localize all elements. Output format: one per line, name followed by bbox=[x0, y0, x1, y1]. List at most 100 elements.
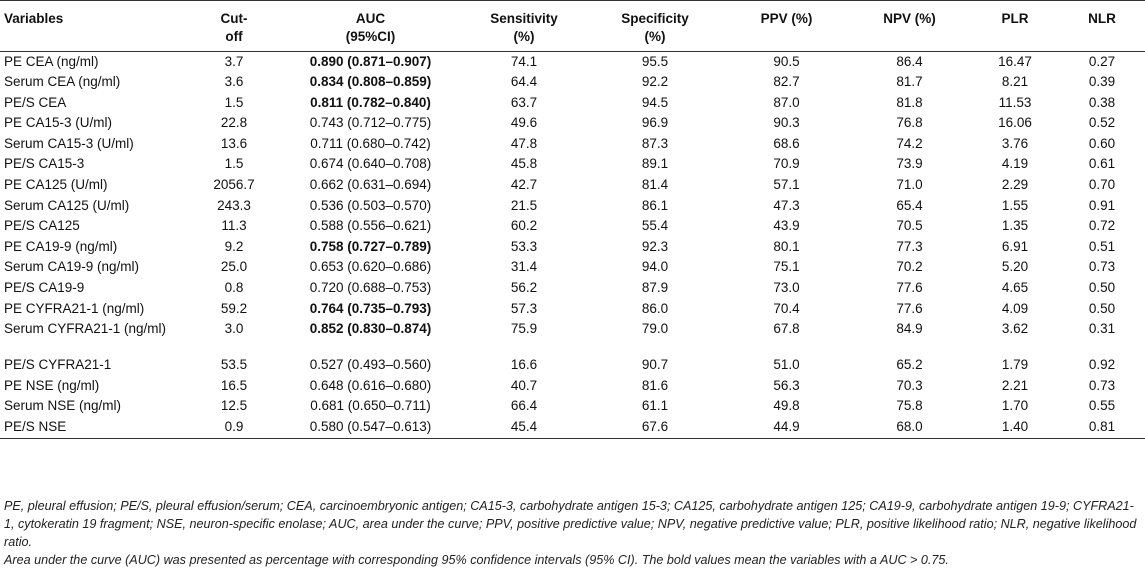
ppv-cell: 43.9 bbox=[773, 218, 800, 234]
sensitivity-cell: 64.4 bbox=[510, 74, 538, 90]
plr-cell: 1.79 bbox=[1001, 357, 1029, 373]
cutoff-cell: 9.2 bbox=[224, 238, 244, 254]
cutoff-cell: 13.6 bbox=[220, 135, 248, 151]
variable-cell: PE/S CA19-9 bbox=[4, 280, 85, 296]
nlr-cell: 0.27 bbox=[1088, 54, 1116, 69]
npv-cell: 70.3 bbox=[896, 377, 923, 393]
table-row: PE NSE (ng/ml) 16.5 0.648 (0.616–0.680) 40.… bbox=[0, 376, 1145, 397]
cutoff-cell: 11.3 bbox=[221, 218, 247, 234]
cutoff-cell: 1.5 bbox=[224, 94, 244, 110]
npv-cell: 77.6 bbox=[896, 300, 923, 316]
table-body: PE CEA (ng/ml) 3.7 0.890 (0.871–0.907) 74.1… bbox=[0, 52, 1145, 439]
nlr-cell: 0.31 bbox=[1088, 321, 1116, 337]
auc-cell: 0.764 (0.735–0.793) bbox=[309, 300, 432, 316]
cutoff-cell: 59.2 bbox=[220, 300, 248, 316]
sensitivity-cell: 49.6 bbox=[510, 115, 538, 131]
specificity-cell: 90.7 bbox=[641, 357, 669, 373]
variable-cell: PE/S CA15-3 bbox=[4, 156, 85, 172]
sensitivity-cell: 75.9 bbox=[510, 321, 538, 337]
nlr-cell: 0.91 bbox=[1088, 197, 1116, 213]
auc-cell: 0.580 (0.547–0.613) bbox=[278, 417, 463, 439]
header-cutoff: Cut-off bbox=[190, 0, 278, 52]
table-row: PE CA15-3 (U/ml) 22.8 0.743 (0.712–0.775) 4… bbox=[0, 113, 1145, 134]
ppv-cell: 80.1 bbox=[773, 238, 800, 254]
npv-cell: 77.3 bbox=[896, 238, 923, 254]
table-row: Serum CEA (ng/ml) 3.6 0.834 (0.808–0.859) 6… bbox=[0, 72, 1145, 93]
sensitivity-cell: 74.1 bbox=[510, 54, 538, 69]
cutoff-cell: 3.0 bbox=[224, 321, 244, 337]
npv-cell: 73.9 bbox=[896, 156, 923, 172]
specificity-cell: 81.6 bbox=[641, 377, 669, 393]
auc-cell: 0.852 (0.830–0.874) bbox=[309, 321, 432, 337]
nlr-cell: 0.38 bbox=[1088, 94, 1116, 110]
auc-cell: 0.662 (0.631–0.694) bbox=[309, 177, 432, 193]
variable-cell: PE NSE (ng/ml) bbox=[4, 377, 100, 393]
nlr-cell: 0.72 bbox=[1088, 218, 1116, 234]
plr-cell: 2.29 bbox=[1001, 177, 1029, 193]
cutoff-cell: 3.7 bbox=[224, 54, 244, 69]
variable-cell: Serum CA125 (U/ml) bbox=[4, 197, 130, 213]
plr-cell: 4.19 bbox=[1001, 156, 1029, 172]
plr-cell: 1.35 bbox=[1001, 218, 1029, 234]
auc-cell: 0.527 (0.493–0.560) bbox=[309, 357, 432, 373]
auc-cell: 0.711 (0.680–0.742) bbox=[310, 135, 431, 151]
plr-cell: 4.09 bbox=[1001, 300, 1029, 316]
specificity-cell: 87.9 bbox=[641, 280, 669, 296]
cutoff-cell: 1.5 bbox=[224, 156, 244, 172]
ppv-cell: 73.0 bbox=[773, 280, 800, 296]
sensitivity-cell: 31.4 bbox=[510, 259, 538, 275]
cutoff-cell: 0.9 bbox=[190, 417, 278, 439]
npv-cell: 81.8 bbox=[896, 94, 923, 110]
specificity-cell: 94.5 bbox=[641, 94, 669, 110]
specificity-cell: 55.4 bbox=[641, 218, 669, 234]
sensitivity-cell: 56.2 bbox=[510, 280, 538, 296]
auc-cell: 0.588 (0.556–0.621) bbox=[309, 218, 432, 234]
auc-cell: 0.648 (0.616–0.680) bbox=[309, 377, 432, 393]
table-row: PE/S CEA 1.5 0.811 (0.782–0.840) 63.7 94.5 87… bbox=[0, 93, 1145, 114]
table-row: PE CYFRA21-1 (ng/ml) 59.2 0.764 (0.735–0.7… bbox=[0, 299, 1145, 320]
header-plr: PLR bbox=[971, 0, 1059, 52]
npv-cell: 86.4 bbox=[896, 54, 923, 69]
cutoff-cell: 12.5 bbox=[220, 398, 248, 414]
nlr-cell: 0.92 bbox=[1088, 357, 1116, 373]
auc-cell: 0.720 (0.688–0.753) bbox=[309, 280, 432, 296]
ppv-cell: 90.5 bbox=[773, 54, 800, 69]
npv-cell: 77.6 bbox=[896, 280, 923, 296]
variable-cell: Serum CA19-9 (ng/ml) bbox=[4, 259, 140, 275]
auc-cell: 0.536 (0.503–0.570) bbox=[309, 197, 432, 213]
sensitivity-cell: 47.8 bbox=[510, 135, 538, 151]
table-row: Serum CA15-3 (U/ml) 13.6 0.711 (0.680–0.74… bbox=[0, 134, 1145, 155]
header-row: Variables Cut-off AUC (95%CI) Sensitivity (%)… bbox=[0, 0, 1145, 52]
ppv-cell: 75.1 bbox=[773, 259, 800, 275]
npv-cell: 70.2 bbox=[896, 259, 923, 275]
ppv-cell: 82.7 bbox=[773, 74, 800, 90]
specificity-cell: 95.5 bbox=[641, 54, 669, 69]
ppv-cell: 87.0 bbox=[773, 94, 800, 110]
table-row: Serum CA125 (U/ml) 243.3 0.536 (0.503–0.57… bbox=[0, 196, 1145, 217]
variable-cell: PE CA19-9 (ng/ml) bbox=[4, 238, 118, 254]
table-row: PE CA19-9 (ng/ml) 9.2 0.758 (0.727–0.789) 5… bbox=[0, 237, 1145, 258]
specificity-cell: 86.1 bbox=[641, 197, 669, 213]
variable-cell: PE CA15-3 (U/ml) bbox=[4, 115, 113, 131]
plr-cell: 8.21 bbox=[1001, 74, 1029, 90]
nlr-cell: 0.61 bbox=[1088, 156, 1116, 172]
plr-cell: 3.76 bbox=[1001, 135, 1029, 151]
variable-cell: Serum CEA (ng/ml) bbox=[4, 74, 121, 90]
header-sensitivity: Sensitivity (%) bbox=[463, 0, 585, 52]
plr-cell: 1.40 bbox=[971, 417, 1059, 439]
nlr-cell: 0.73 bbox=[1088, 377, 1116, 393]
ppv-cell: 56.3 bbox=[773, 377, 800, 393]
table-row: PE CEA (ng/ml) 3.7 0.890 (0.871–0.907) 74.1… bbox=[0, 52, 1145, 73]
table-row: Serum CYFRA21-1 (ng/ml) 3.0 0.852 (0.830–0… bbox=[0, 319, 1145, 355]
nlr-cell: 0.70 bbox=[1088, 177, 1116, 193]
cutoff-cell: 16.5 bbox=[220, 377, 248, 393]
nlr-cell: 0.60 bbox=[1088, 135, 1116, 151]
ppv-cell: 44.9 bbox=[725, 417, 848, 439]
cutoff-cell: 3.6 bbox=[224, 74, 244, 90]
nlr-cell: 0.50 bbox=[1088, 300, 1116, 316]
nlr-cell: 0.51 bbox=[1088, 238, 1116, 254]
variable-cell: PE/S CA125 bbox=[4, 218, 80, 234]
variable-cell: Serum CYFRA21-1 (ng/ml) bbox=[4, 321, 167, 337]
ppv-cell: 57.1 bbox=[773, 177, 800, 193]
